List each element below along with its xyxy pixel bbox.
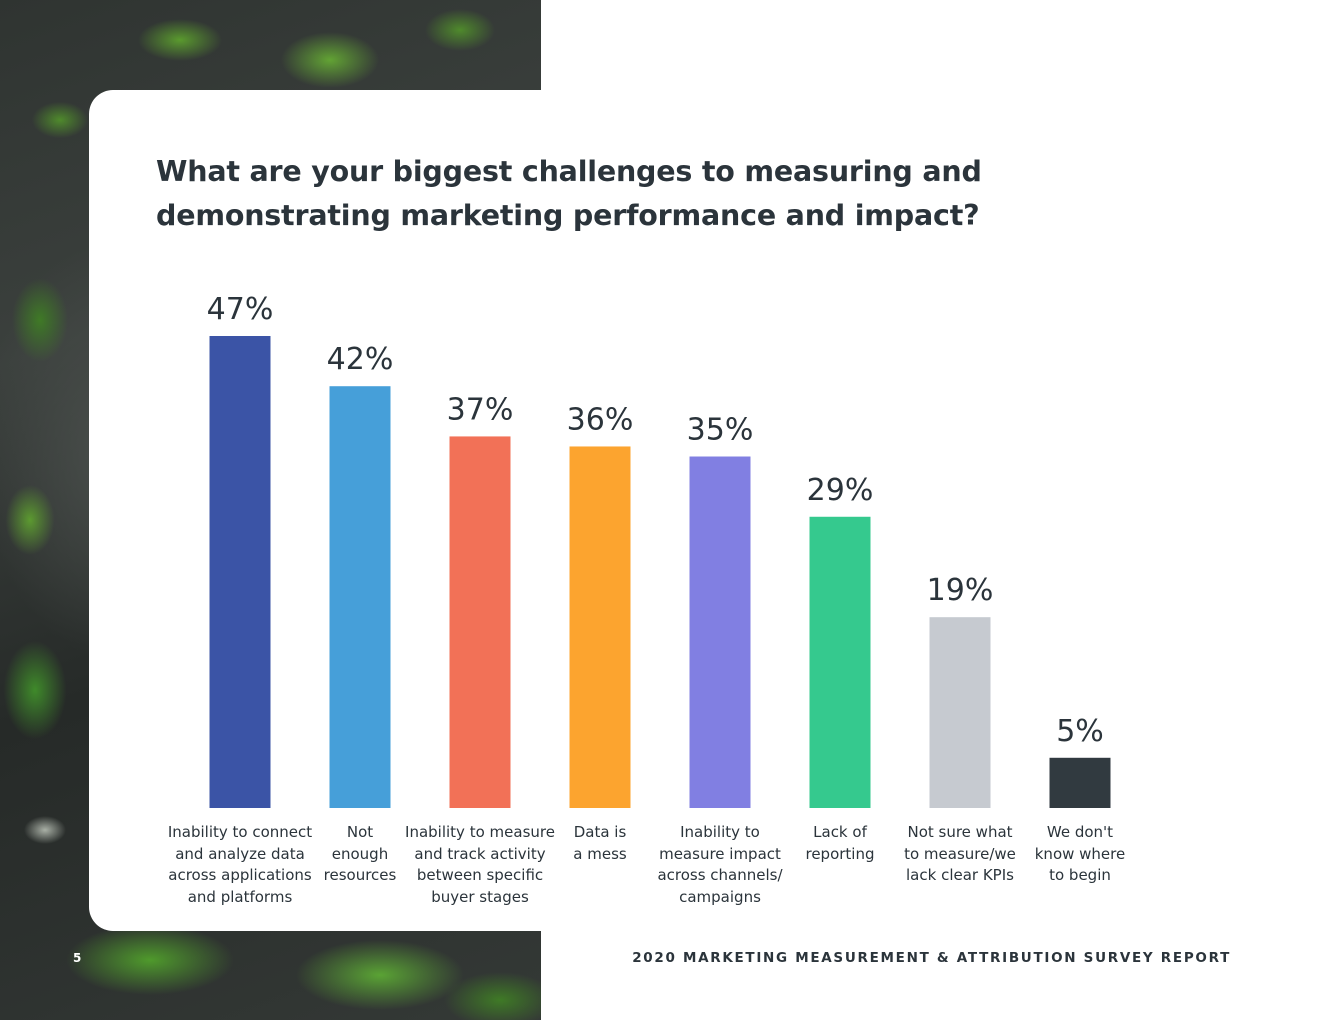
report-footer: 2020 MARKETING MEASUREMENT & ATTRIBUTION…: [632, 950, 1231, 966]
bar-3: [449, 436, 511, 808]
category-label: Not enough resources: [323, 823, 397, 884]
category-label: Inability to connect and analyze data ac…: [167, 823, 313, 906]
category-label: Inability to measure and track activity …: [405, 823, 555, 906]
page-number: 5: [73, 951, 82, 965]
bar-value-label: 36%: [567, 402, 634, 437]
category-label: Not sure what to measure/we lack clear K…: [904, 823, 1016, 884]
chart-title: What are your biggest challenges to meas…: [156, 155, 982, 232]
bar-value-label: 35%: [687, 413, 754, 448]
category-label: Lack of reporting: [805, 823, 875, 863]
bar-value-label: 42%: [327, 342, 394, 377]
category-label: Data is a mess: [573, 823, 627, 863]
category-label: Inability to measure impact across chann…: [657, 823, 783, 906]
bar-value-label: 5%: [1056, 714, 1104, 749]
bar-2: [329, 386, 391, 808]
category-label: We don't know where to begin: [1034, 823, 1126, 884]
bar-value-label: 29%: [807, 473, 874, 508]
bar-value-label: 19%: [927, 573, 994, 608]
bar-1: [209, 336, 271, 808]
bar-value-label: 47%: [207, 292, 274, 327]
bar-8: [1049, 757, 1111, 808]
bar-6: [809, 516, 871, 808]
bar-value-label: 37%: [447, 392, 514, 427]
bar-7: [929, 617, 991, 808]
bar-5: [689, 456, 751, 808]
bar-4: [569, 446, 631, 808]
